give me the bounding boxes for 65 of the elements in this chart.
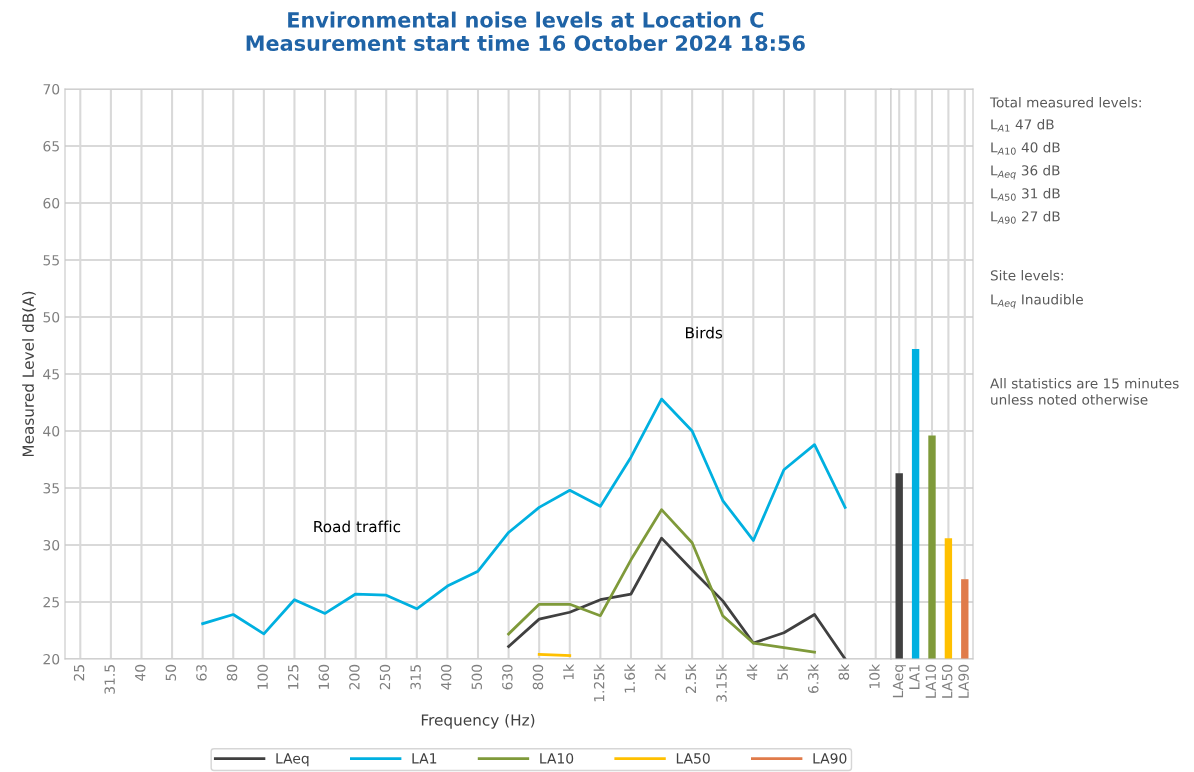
text: Site levels: <box>990 270 1063 281</box>
text: All statistics are 15 minutes unless noted otherwise <box>990 378 1179 405</box>
legend-label: LA50 <box>676 753 710 764</box>
text: L$_{A50}$ 31 dB <box>991 188 1060 201</box>
x-tick-label: 31.5 <box>104 665 115 694</box>
x-tick-label: LAeq <box>892 665 906 698</box>
y-tick-label: 40 <box>43 425 60 437</box>
x-tick-label: 125 <box>287 665 299 689</box>
text: L$_{Aeq}$ Inaudible <box>991 294 1083 309</box>
legend-label: LA1 <box>412 753 437 764</box>
x-tick-label: 1.25k <box>593 663 605 702</box>
text: L$_{A1}$ 47 dB <box>991 119 1054 132</box>
x-tick-label: LA50 <box>941 664 953 698</box>
text: L$_{Aeq}$ 36 dB <box>991 165 1060 180</box>
legend-label: LA90 <box>813 753 847 764</box>
y-axis-title: Measured Level dB(A) <box>22 291 36 457</box>
legend-label: LA10 <box>540 753 574 764</box>
x-tick-label: LA90 <box>958 664 969 698</box>
y-tick-label: 20 <box>43 653 60 665</box>
line-series <box>507 508 816 654</box>
text: L$_{A10}$ 40 dB <box>991 142 1060 155</box>
x-tick-label: 2k <box>654 663 666 680</box>
x-tick-label: 500 <box>471 664 483 690</box>
text: Total measured levels: <box>989 97 1141 108</box>
x-tick-label: 6.3k <box>807 663 819 694</box>
x-tick-label: 2.5k <box>685 663 697 693</box>
x-tick-label: 4k <box>746 663 758 681</box>
y-tick-label: 70 <box>43 83 60 95</box>
x-tick-label: LA10 <box>925 664 937 698</box>
text: L$_{A90}$ 27 dB <box>991 211 1060 224</box>
line-series <box>507 536 847 659</box>
x-tick-label: 160 <box>318 664 330 689</box>
legend-label: LAeq <box>276 753 309 767</box>
chart-title: Environmental noise levels at Location C Measurement start time 16 October 2024 18:56 <box>246 11 805 52</box>
x-tick-label: 5k <box>777 663 788 680</box>
x-tick-label: 50 <box>165 664 177 681</box>
x-tick-label: 1k <box>563 663 574 680</box>
x-tick-label: 800 <box>532 664 544 690</box>
y-tick-label: 65 <box>43 140 59 152</box>
x-tick-label: 25 <box>73 665 85 681</box>
x-tick-label: 80 <box>226 664 238 681</box>
x-tick-label: 315 <box>410 665 421 690</box>
annotation: Road traffic <box>314 520 401 533</box>
x-tick-label: LA1 <box>909 665 920 689</box>
x-tick-label: 250 <box>379 664 391 690</box>
x-tick-label: 40 <box>135 664 146 681</box>
line-series <box>201 397 847 636</box>
annotation: Birds <box>686 326 723 339</box>
y-tick-label: 35 <box>43 482 59 494</box>
y-tick-label: 30 <box>43 539 60 551</box>
x-axis-title: Frequency (Hz) <box>421 713 535 729</box>
x-tick-label: 1.6k <box>624 663 635 693</box>
x-tick-label: 63 <box>196 664 207 681</box>
x-tick-label: 630 <box>502 664 513 690</box>
x-tick-label: 3.15k <box>716 663 727 702</box>
x-tick-label: 8k <box>838 663 850 680</box>
y-tick-label: 45 <box>43 369 59 380</box>
x-tick-label: 10k <box>868 663 880 689</box>
y-tick-label: 25 <box>43 596 59 608</box>
x-tick-label: 100 <box>257 664 268 689</box>
x-tick-label: 200 <box>349 664 360 690</box>
x-tick-label: 400 <box>440 664 452 690</box>
y-tick-label: 50 <box>43 311 60 323</box>
y-tick-label: 60 <box>43 197 60 209</box>
y-tick-label: 55 <box>43 255 59 266</box>
